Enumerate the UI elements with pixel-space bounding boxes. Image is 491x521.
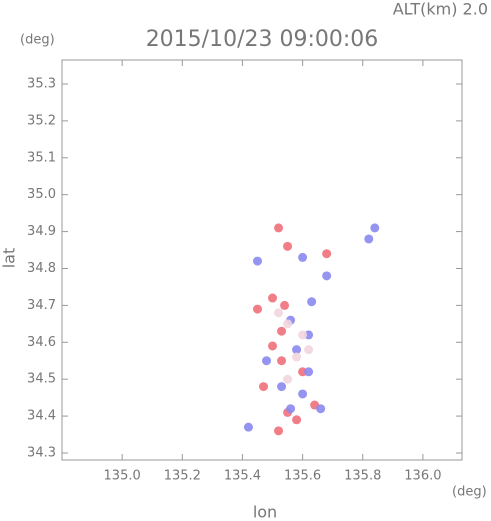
echo-point: [262, 356, 272, 366]
echo-point: [307, 297, 317, 307]
y-tick-label: 34.3: [27, 445, 56, 460]
echo-point: [292, 345, 302, 355]
echo-point: [277, 382, 287, 392]
echo-point: [298, 252, 308, 262]
echo-point: [304, 345, 314, 355]
echo-point: [268, 341, 278, 351]
echo-point: [274, 223, 284, 233]
echo-point: [316, 404, 326, 414]
echo-point: [283, 241, 293, 251]
echo-point: [298, 389, 308, 399]
x-tick-label: 136.0: [404, 469, 441, 484]
echo-point: [259, 382, 269, 392]
y-tick-label: 34.8: [27, 261, 56, 276]
echo-point: [252, 304, 262, 314]
echo-point: [277, 326, 287, 336]
x-unit: (deg): [452, 485, 487, 500]
echo-point: [283, 374, 293, 384]
y-axis-label: lat: [0, 248, 19, 269]
y-tick-label: 35.1: [27, 150, 56, 165]
y-tick-label: 34.7: [27, 298, 56, 313]
echo-point: [268, 293, 278, 303]
echo-point: [280, 300, 290, 310]
x-tick-label: 135.0: [104, 469, 141, 484]
echo-point: [322, 249, 332, 259]
echo-point: [252, 256, 262, 266]
echo-point: [304, 367, 314, 377]
chart-title: 2015/10/23 09:00:06: [146, 27, 379, 52]
echo-point: [243, 422, 253, 432]
y-tick-label: 34.6: [27, 335, 56, 350]
echo-point: [277, 356, 287, 366]
subtitle: ALT(km) 2.0: [393, 0, 488, 19]
echo-point: [283, 319, 293, 329]
echo-point: [364, 234, 374, 244]
x-axis-label: lon: [253, 503, 277, 521]
echo-point: [292, 415, 302, 425]
x-tick-label: 135.6: [284, 469, 321, 484]
y-tick-label: 34.9: [27, 224, 56, 239]
echo-point: [286, 404, 296, 414]
y-tick-label: 34.5: [27, 372, 56, 387]
echo-point: [322, 271, 332, 281]
x-tick-label: 135.4: [224, 469, 261, 484]
echo-point: [298, 330, 308, 340]
y-tick-label: 35.0: [27, 187, 56, 202]
y-tick-label: 35.3: [27, 76, 56, 91]
echo-point: [274, 426, 284, 436]
plot-frame: [61, 59, 463, 461]
echo-point: [274, 308, 284, 318]
y-unit: (deg): [20, 33, 55, 48]
x-tick-label: 135.8: [344, 469, 381, 484]
echo-point: [370, 223, 380, 233]
y-tick-label: 34.4: [27, 409, 56, 424]
y-tick-label: 35.2: [27, 113, 56, 128]
echo-point: [292, 352, 302, 362]
x-tick-label: 135.2: [164, 469, 201, 484]
